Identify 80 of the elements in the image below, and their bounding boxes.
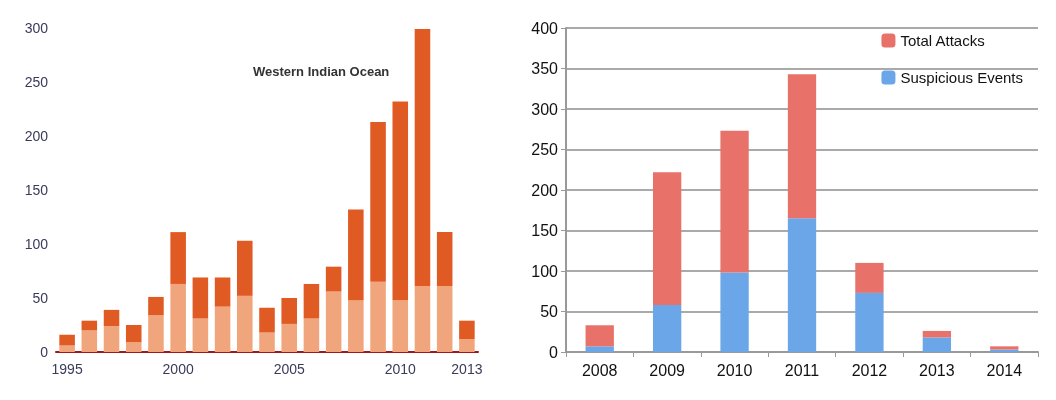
x-tick-label: 2013 <box>919 361 955 379</box>
y-tick-label: 100 <box>24 236 49 252</box>
y-tick-label: 150 <box>531 222 559 239</box>
bar <box>59 345 75 352</box>
bar <box>436 286 453 352</box>
bar <box>281 298 297 324</box>
bar <box>585 346 614 352</box>
bar <box>103 309 120 327</box>
bar <box>414 29 431 287</box>
bar <box>414 286 431 352</box>
x-tick-label: 2005 <box>273 361 305 377</box>
y-tick-label: 150 <box>24 182 49 198</box>
bar <box>237 295 253 352</box>
bar <box>125 342 142 352</box>
y-tick-label: 100 <box>531 262 559 280</box>
y-tick-label: 0 <box>40 344 49 360</box>
x-tick-label: 1995 <box>51 361 83 377</box>
bar <box>459 339 475 352</box>
y-tick-label: 300 <box>531 100 559 118</box>
bar <box>720 272 749 352</box>
x-tick-label: 2012 <box>851 361 888 379</box>
bar <box>214 306 231 352</box>
y-tick-label: 50 <box>540 303 559 320</box>
x-tick-label: 2008 <box>581 361 618 379</box>
bar <box>652 172 682 306</box>
bar <box>237 240 253 296</box>
bar <box>370 281 386 352</box>
y-tick-label: 50 <box>32 290 49 306</box>
bar <box>459 320 475 340</box>
x-tick-label: 2011 <box>784 361 820 379</box>
bar <box>281 323 297 352</box>
bar <box>148 315 164 352</box>
bar <box>170 232 186 284</box>
bar <box>787 74 817 219</box>
y-tick-label: 200 <box>24 128 49 144</box>
y-tick-label: 350 <box>531 60 559 77</box>
bar <box>652 305 682 352</box>
x-tick-label: 2009 <box>649 361 686 379</box>
bar <box>436 232 453 287</box>
bar <box>392 101 409 301</box>
y-tick-label: 0 <box>549 343 559 361</box>
bar <box>325 266 342 292</box>
bar <box>392 300 409 352</box>
bar <box>192 318 209 352</box>
bar <box>922 337 952 352</box>
x-tick-label: 2014 <box>986 361 1023 379</box>
bar <box>259 307 275 333</box>
bar <box>370 121 386 282</box>
x-tick-label: 2013 <box>451 361 483 377</box>
y-tick-label: 300 <box>24 20 49 36</box>
legend-label: Total Attacks <box>900 32 985 49</box>
y-tick-label: 250 <box>24 74 49 90</box>
x-tick-label: 2010 <box>384 361 417 377</box>
bar <box>922 330 952 338</box>
bar <box>325 291 342 352</box>
bar <box>855 262 884 293</box>
text: Western Indian Ocean <box>253 64 390 79</box>
bar <box>585 325 614 347</box>
bar <box>170 283 186 352</box>
y-tick-label: 200 <box>531 181 559 199</box>
bar <box>259 332 275 352</box>
bar <box>855 292 884 352</box>
x-tick-label: 2010 <box>716 361 753 379</box>
bar <box>59 334 75 346</box>
x-tick-label: 2000 <box>162 361 194 377</box>
bar <box>348 209 364 301</box>
bar <box>125 325 142 343</box>
bar <box>148 296 164 316</box>
legend-label: Suspicious Events <box>900 69 1024 86</box>
bar <box>192 277 209 319</box>
bar <box>103 326 120 352</box>
bar <box>214 277 231 307</box>
bar <box>787 218 817 352</box>
bar <box>303 318 320 352</box>
bar <box>81 330 98 352</box>
y-tick-label: 250 <box>531 141 559 158</box>
bar <box>720 130 749 273</box>
y-tick-label: 400 <box>531 19 559 37</box>
bar <box>348 300 364 352</box>
bar <box>303 283 320 319</box>
